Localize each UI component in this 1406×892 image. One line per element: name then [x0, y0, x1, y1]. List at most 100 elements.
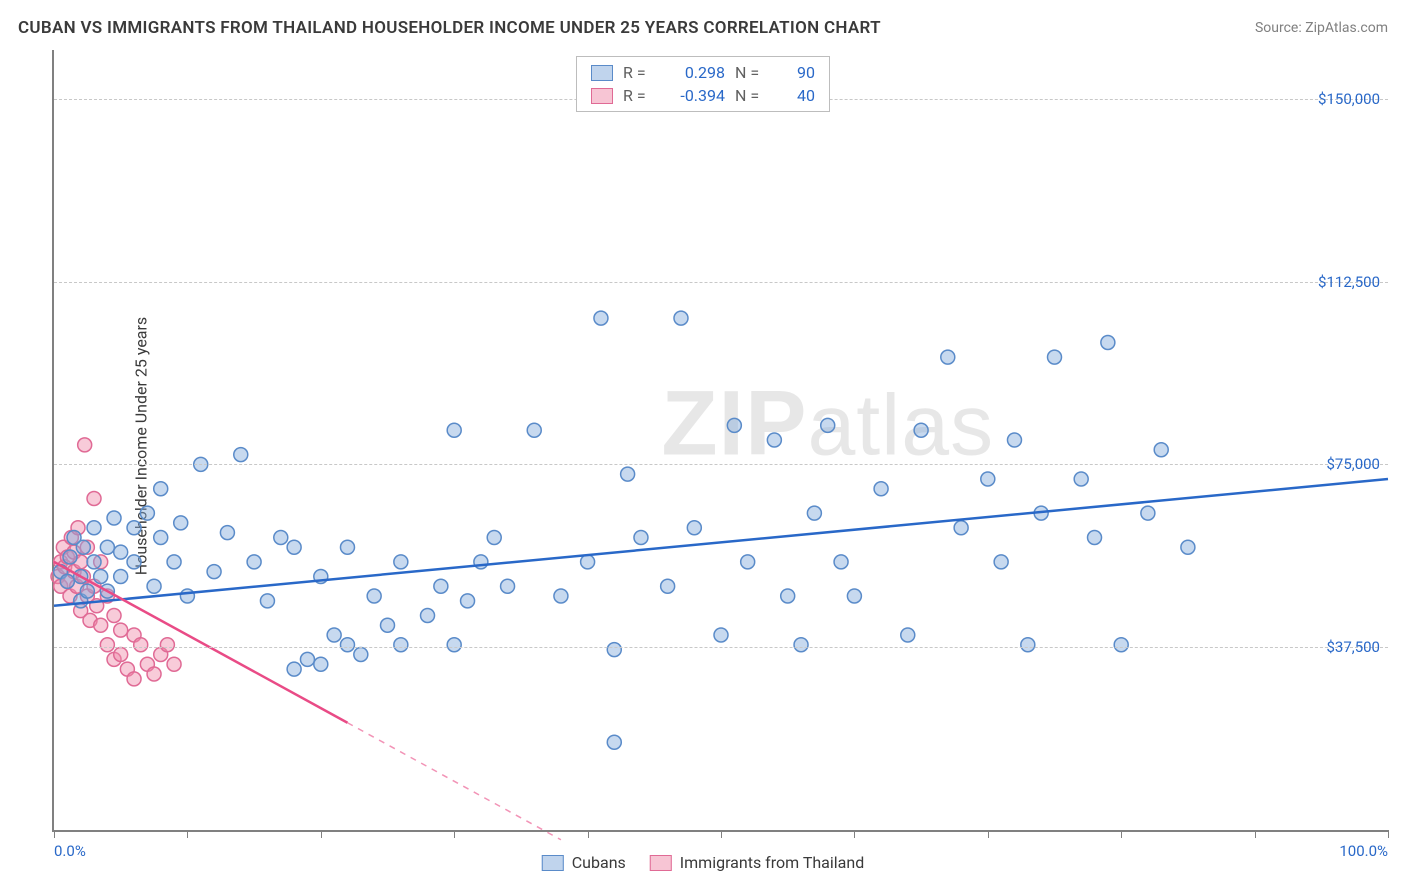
data-point: [300, 652, 314, 666]
data-point: [421, 609, 435, 623]
stat-val-r: -0.394: [663, 86, 725, 105]
data-point: [461, 594, 475, 608]
data-point: [127, 521, 141, 535]
data-point: [140, 506, 154, 520]
data-point: [1154, 443, 1168, 457]
data-point: [80, 584, 94, 598]
stat-val-n: 90: [775, 63, 815, 82]
stats-row-cubans: R = 0.298 N = 90: [577, 61, 829, 84]
data-point: [687, 521, 701, 535]
x-tick: [854, 830, 855, 838]
data-point: [87, 555, 101, 569]
data-point: [274, 531, 288, 545]
data-point: [340, 638, 354, 652]
data-point: [327, 628, 341, 642]
y-tick-label: $75,000: [1326, 455, 1380, 473]
data-point: [634, 531, 648, 545]
stat-val-n: 40: [775, 86, 815, 105]
data-point: [501, 579, 515, 593]
data-point: [287, 540, 301, 554]
data-point: [87, 521, 101, 535]
data-point: [581, 555, 595, 569]
data-point: [94, 618, 108, 632]
data-point: [381, 618, 395, 632]
data-point: [154, 531, 168, 545]
y-tick-label: $150,000: [1318, 90, 1380, 108]
data-point: [247, 555, 261, 569]
data-point: [107, 511, 121, 525]
data-point: [100, 540, 114, 554]
swatch-blue-icon: [542, 855, 564, 871]
x-tick: [721, 830, 722, 838]
data-point: [727, 418, 741, 432]
data-point: [834, 555, 848, 569]
data-point: [154, 482, 168, 496]
data-point: [174, 516, 188, 530]
data-point: [447, 638, 461, 652]
plot-area: ZIPatlas $37,500$75,000$112,500$150,0000…: [52, 50, 1388, 832]
data-point: [260, 594, 274, 608]
data-point: [1114, 638, 1128, 652]
data-point: [87, 492, 101, 506]
data-point: [287, 662, 301, 676]
bottom-legend: Cubans Immigrants from Thailand: [542, 853, 864, 872]
data-point: [147, 667, 161, 681]
stat-label-r: R =: [623, 86, 653, 105]
stats-row-thailand: R = -0.394 N = 40: [577, 84, 829, 107]
data-point: [234, 448, 248, 462]
data-point: [100, 638, 114, 652]
data-point: [821, 418, 835, 432]
gridline: [54, 647, 1388, 648]
data-point: [661, 579, 675, 593]
data-point: [794, 638, 808, 652]
x-tick: [1388, 830, 1389, 838]
y-tick-label: $37,500: [1326, 638, 1380, 656]
data-point: [134, 638, 148, 652]
data-point: [167, 555, 181, 569]
data-point: [167, 657, 181, 671]
data-point: [621, 467, 635, 481]
data-point: [160, 638, 174, 652]
data-point: [1088, 531, 1102, 545]
stat-label-n: N =: [735, 63, 765, 82]
data-point: [354, 648, 368, 662]
data-point: [394, 555, 408, 569]
data-point: [594, 311, 608, 325]
data-point: [1181, 540, 1195, 554]
data-point: [220, 526, 234, 540]
data-point: [60, 574, 74, 588]
x-tick: [588, 830, 589, 838]
x-tick: [187, 830, 188, 838]
data-point: [901, 628, 915, 642]
x-tick: [321, 830, 322, 838]
header: CUBAN VS IMMIGRANTS FROM THAILAND HOUSEH…: [18, 18, 1388, 38]
trend-line: [54, 562, 347, 723]
stat-label-r: R =: [623, 63, 653, 82]
data-point: [954, 521, 968, 535]
data-point: [607, 643, 621, 657]
chart-title: CUBAN VS IMMIGRANTS FROM THAILAND HOUSEH…: [18, 18, 881, 38]
x-tick: [988, 830, 989, 838]
data-point: [807, 506, 821, 520]
data-point: [554, 589, 568, 603]
data-point: [874, 482, 888, 496]
x-tick-label-left: 0.0%: [54, 842, 86, 860]
data-point: [207, 565, 221, 579]
data-point: [107, 609, 121, 623]
data-point: [94, 570, 108, 584]
stats-legend: R = 0.298 N = 90 R = -0.394 N = 40: [576, 56, 830, 112]
data-point: [527, 423, 541, 437]
data-point: [147, 579, 161, 593]
data-point: [767, 433, 781, 447]
data-point: [941, 350, 955, 364]
legend-item-cubans: Cubans: [542, 853, 626, 872]
data-point: [741, 555, 755, 569]
data-point: [1048, 350, 1062, 364]
swatch-pink-icon: [650, 855, 672, 871]
data-point: [1021, 638, 1035, 652]
data-point: [367, 589, 381, 603]
data-point: [114, 648, 128, 662]
swatch-blue-icon: [591, 65, 613, 81]
y-tick-label: $112,500: [1318, 273, 1380, 291]
data-point: [434, 579, 448, 593]
